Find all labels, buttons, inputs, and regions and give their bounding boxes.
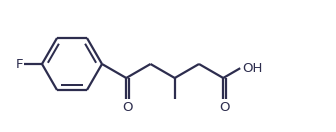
Text: O: O bbox=[219, 101, 230, 114]
Text: F: F bbox=[15, 58, 23, 70]
Text: O: O bbox=[123, 101, 133, 114]
Text: OH: OH bbox=[242, 62, 263, 75]
